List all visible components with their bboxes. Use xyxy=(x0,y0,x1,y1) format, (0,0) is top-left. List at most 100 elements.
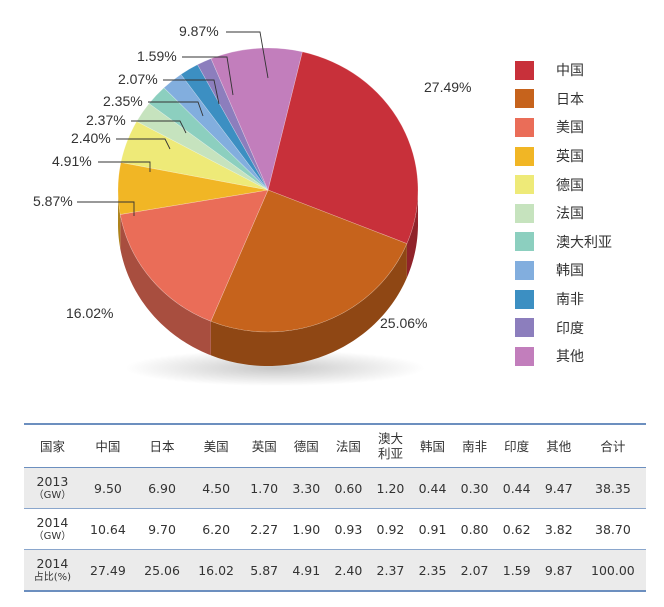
table-header-cell: 美国 xyxy=(189,423,244,468)
slice-label-6: 2.37% xyxy=(86,112,126,128)
table-cell: 4.91 xyxy=(285,549,328,592)
legend-swatch xyxy=(515,146,534,166)
table-cell: 0.44 xyxy=(411,467,454,509)
table-header-row: 国家 中国 日本 美国 英国 德国 法国 澳大 利亚 韩国 南非 印度 其他 合计 xyxy=(24,423,646,468)
table-cell: 6.90 xyxy=(134,467,190,509)
legend-swatch xyxy=(515,175,534,195)
slice-label-8: 2.07% xyxy=(118,71,158,87)
legend-label: 其他 xyxy=(556,349,584,366)
legend-label: 英国 xyxy=(556,149,584,166)
slice-label-5: 2.40% xyxy=(71,130,111,146)
slice-label-2: 16.02% xyxy=(66,305,113,321)
table-header-cell: 南非 xyxy=(453,423,496,468)
table-header-cell: 印度 xyxy=(495,423,538,468)
legend-label: 日本 xyxy=(556,91,584,108)
row-label-cell: 2014 （GW） xyxy=(24,508,81,550)
legend-swatch xyxy=(515,203,534,223)
leader-line-3 xyxy=(77,201,135,216)
slice-label-4: 4.91% xyxy=(52,153,92,169)
slice-label-10: 9.87% xyxy=(179,23,219,39)
table-cell: 25.06 xyxy=(134,549,190,592)
table-header-cell: 韩国 xyxy=(411,423,454,468)
table-cell: 38.70 xyxy=(579,508,646,550)
table-header-cell: 法国 xyxy=(327,423,370,468)
slice-label-9: 1.59% xyxy=(137,48,177,64)
pie-labels: 27.49% 25.06% 16.02% 5.87% 4.91% 2.40% 2.37% 2.… xyxy=(33,23,471,331)
table-cell: 6.20 xyxy=(189,508,244,550)
table-cell: 2.35 xyxy=(411,549,454,592)
pie-shadow xyxy=(125,350,425,386)
table-cell: 0.62 xyxy=(495,508,538,550)
table-cell: 2.27 xyxy=(243,508,286,550)
table-cell: 9.47 xyxy=(537,467,580,509)
leader-line-8 xyxy=(163,79,220,105)
table-header-cell: 英国 xyxy=(243,423,286,468)
table-header-cell: 合计 xyxy=(579,423,646,468)
table-cell: 1.20 xyxy=(369,467,412,509)
legend-label: 印度 xyxy=(556,320,584,337)
legend-swatch xyxy=(515,89,534,109)
legend-swatch xyxy=(515,260,534,280)
pie-side-2 xyxy=(120,214,211,356)
pie-slice-2 xyxy=(119,189,269,322)
table-row: 2013 （GW） 9.50 6.90 4.50 1.70 3.30 0.60 1.20 0.44… xyxy=(24,467,646,509)
legend-label: 法国 xyxy=(556,206,584,223)
legend-item: 印度 xyxy=(515,313,612,342)
legend-label: 澳大利亚 xyxy=(556,234,612,251)
legend-label: 德国 xyxy=(556,177,584,194)
legend-swatch xyxy=(515,318,534,338)
table-cell: 0.80 xyxy=(453,508,496,550)
leader-line-9 xyxy=(182,56,234,96)
pie-slice-7 xyxy=(163,73,269,191)
pie-top xyxy=(117,47,419,333)
leader-line-4 xyxy=(98,161,151,172)
leader-line-10 xyxy=(226,31,269,79)
slice-label-3: 5.87% xyxy=(33,193,73,209)
pie-slice-10 xyxy=(210,47,303,191)
legend-item: 韩国 xyxy=(515,256,612,285)
legend-swatch xyxy=(515,289,534,309)
legend-swatch xyxy=(515,232,534,252)
table-cell: 100.00 xyxy=(579,549,646,592)
legend-item: 德国 xyxy=(515,170,612,199)
legend-item: 法国 xyxy=(515,199,612,228)
table-cell: 38.35 xyxy=(579,467,646,509)
pie-slice-8 xyxy=(180,64,269,191)
legend-label: 美国 xyxy=(556,120,584,137)
leader-line-7 xyxy=(148,101,204,117)
slice-label-0: 27.49% xyxy=(424,79,471,95)
table-header-cell: 日本 xyxy=(134,423,190,468)
table-cell: 2.40 xyxy=(327,549,370,592)
table-header-cell: 中国 xyxy=(80,423,135,468)
table-cell: 4.50 xyxy=(189,467,244,509)
legend-item: 美国 xyxy=(515,113,612,142)
table-cell: 9.70 xyxy=(134,508,190,550)
slice-label-7: 2.35% xyxy=(103,93,143,109)
table-cell: 0.44 xyxy=(495,467,538,509)
legend-swatch xyxy=(515,117,534,137)
table-cell: 0.92 xyxy=(369,508,412,550)
pie-side-1 xyxy=(210,243,407,366)
legend-item: 南非 xyxy=(515,285,612,314)
table-cell: 9.50 xyxy=(80,467,135,509)
pie-sides xyxy=(118,187,418,366)
row-label-cell: 2013 （GW） xyxy=(24,467,81,509)
table-header-cell: 国家 xyxy=(24,423,81,468)
table-cell: 1.70 xyxy=(243,467,286,509)
table-row: 2014 占比(%) 27.49 25.06 16.02 5.87 4.91 2.40 2.37… xyxy=(24,549,646,592)
table-header-cell: 德国 xyxy=(285,423,328,468)
table-cell: 10.64 xyxy=(80,508,135,550)
pie-chart: 27.49% 25.06% 16.02% 5.87% 4.91% 2.40% 2.37% 2.… xyxy=(33,23,471,386)
slice-label-1: 25.06% xyxy=(380,315,427,331)
legend-item: 其他 xyxy=(515,342,612,371)
leader-line-5 xyxy=(116,138,171,150)
legend: 中国日本美国英国德国法国澳大利亚韩国 南非印度其他 xyxy=(515,56,612,371)
pie-side-3 xyxy=(118,187,121,249)
pie-slice-6 xyxy=(148,87,269,191)
legend-item: 澳大利亚 xyxy=(515,228,612,257)
legend-item: 日本 xyxy=(515,85,612,114)
leader-line-6 xyxy=(131,120,187,134)
legend-swatch xyxy=(515,60,534,80)
legend-item: 中国 xyxy=(515,56,612,85)
table-cell: 1.59 xyxy=(495,549,538,592)
